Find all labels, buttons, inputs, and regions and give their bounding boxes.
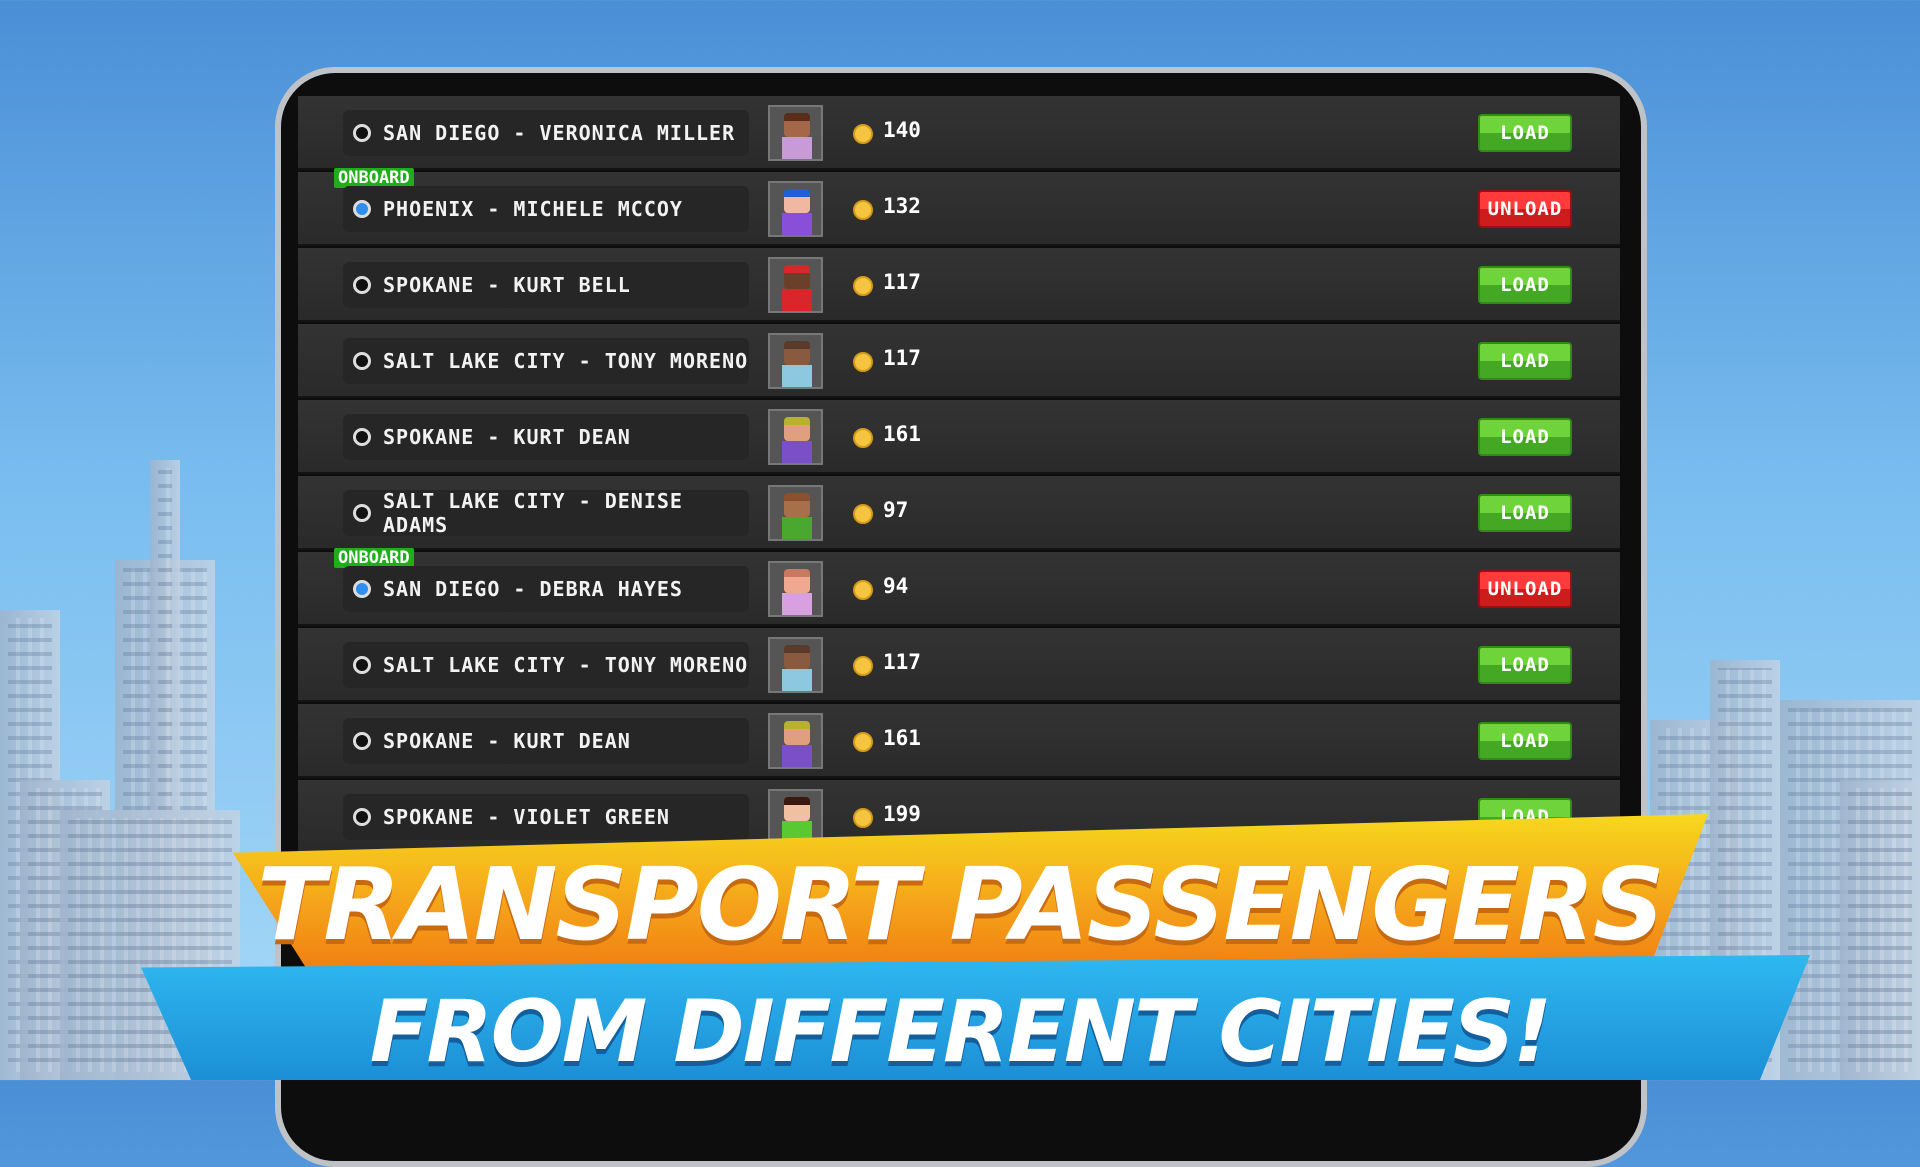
coin-icon [853,276,873,296]
passenger-destination: SPOKANE - KURT DEAN [383,425,631,449]
status-dot-icon [353,656,371,674]
status-dot-icon [353,200,371,218]
passenger-name-box: SPOKANE - KURT DEAN [343,414,749,460]
fare-value: 97 [883,498,909,522]
passenger-destination: PHOENIX - MICHELE MCCOY [383,197,683,221]
load-button[interactable]: LOAD [1478,114,1572,152]
passenger-row: SALT LAKE CITY - DENISE ADAMS 97 LOAD [298,476,1620,550]
fare-value: 117 [883,650,921,674]
coin-icon [853,808,873,828]
passenger-name-box: SPOKANE - VIOLET GREEN [343,794,749,840]
coin-icon [853,580,873,600]
passenger-row: ONBOARD SAN DIEGO - DEBRA HAYES 94 UNLOA… [298,548,1620,626]
coin-icon [853,352,873,372]
passenger-avatar [768,485,823,541]
passenger-destination: SPOKANE - VIOLET GREEN [383,805,670,829]
banner-subtitle: FROM DIFFERENT CITIES! [369,982,1552,1082]
passenger-row: SALT LAKE CITY - TONY MORENO 117 LOAD [298,628,1620,702]
status-dot-icon [353,732,371,750]
onboard-badge: ONBOARD [334,168,414,188]
load-button[interactable]: LOAD [1478,722,1572,760]
passenger-name-box: SALT LAKE CITY - TONY MORENO [343,338,749,384]
passenger-list[interactable]: SAN DIEGO - VERONICA MILLER 140 LOAD ONB… [298,96,1620,856]
passenger-name-box: SALT LAKE CITY - TONY MORENO [343,642,749,688]
status-dot-icon [353,124,371,142]
passenger-row: SPOKANE - KURT BELL 117 LOAD [298,248,1620,322]
load-button[interactable]: LOAD [1478,494,1572,532]
passenger-destination: SAN DIEGO - VERONICA MILLER [383,121,736,145]
load-button[interactable]: LOAD [1478,418,1572,456]
passenger-name-box: PHOENIX - MICHELE MCCOY [343,186,749,232]
passenger-avatar [768,333,823,389]
status-dot-icon [353,504,371,522]
passenger-name-box: SPOKANE - KURT BELL [343,262,749,308]
passenger-name-box: SAN DIEGO - DEBRA HAYES [343,566,749,612]
passenger-avatar [768,409,823,465]
load-button[interactable]: LOAD [1478,646,1572,684]
unload-button[interactable]: UNLOAD [1478,190,1572,228]
passenger-avatar [768,637,823,693]
passenger-name-box: SALT LAKE CITY - DENISE ADAMS [343,489,749,537]
coin-icon [853,656,873,676]
status-dot-icon [353,428,371,446]
passenger-row: SPOKANE - KURT DEAN 161 LOAD [298,704,1620,778]
status-dot-icon [353,352,371,370]
onboard-badge: ONBOARD [334,548,414,568]
fare-value: 199 [883,802,921,826]
coin-icon [853,732,873,752]
passenger-destination: SALT LAKE CITY - TONY MORENO [383,653,749,677]
banner-title: TRANSPORT PASSENGERS [257,846,1665,963]
status-dot-icon [353,276,371,294]
passenger-destination: SPOKANE - KURT BELL [383,273,631,297]
passenger-avatar [768,105,823,161]
coin-icon [853,200,873,220]
passenger-name-box: SPOKANE - KURT DEAN [343,718,749,764]
fare-value: 94 [883,574,909,598]
passenger-destination: SALT LAKE CITY - TONY MORENO [383,349,749,373]
passenger-avatar [768,561,823,617]
load-button[interactable]: LOAD [1478,342,1572,380]
passenger-name-box: SAN DIEGO - VERONICA MILLER [343,110,749,156]
coin-icon [853,504,873,524]
passenger-row: SALT LAKE CITY - TONY MORENO 117 LOAD [298,324,1620,398]
passenger-destination: SAN DIEGO - DEBRA HAYES [383,577,683,601]
passenger-destination: SALT LAKE CITY - DENISE ADAMS [383,489,683,537]
passenger-avatar [768,789,823,845]
passenger-avatar [768,713,823,769]
load-button[interactable]: LOAD [1478,266,1572,304]
passenger-destination: SPOKANE - KURT DEAN [383,729,631,753]
fare-value: 161 [883,422,921,446]
passenger-row: ONBOARD PHOENIX - MICHELE MCCOY 132 UNLO… [298,168,1620,246]
status-dot-icon [353,808,371,826]
unload-button[interactable]: UNLOAD [1478,570,1572,608]
status-dot-icon [353,580,371,598]
coin-icon [853,428,873,448]
passenger-avatar [768,257,823,313]
coin-icon [853,124,873,144]
passenger-row: SPOKANE - KURT DEAN 161 LOAD [298,400,1620,474]
fare-value: 117 [883,270,921,294]
passenger-avatar [768,181,823,237]
fare-value: 132 [883,194,921,218]
fare-value: 161 [883,726,921,750]
passenger-row: SAN DIEGO - VERONICA MILLER 140 LOAD [298,96,1620,170]
fare-value: 140 [883,118,921,142]
fare-value: 117 [883,346,921,370]
banner-blue [141,955,1810,1080]
